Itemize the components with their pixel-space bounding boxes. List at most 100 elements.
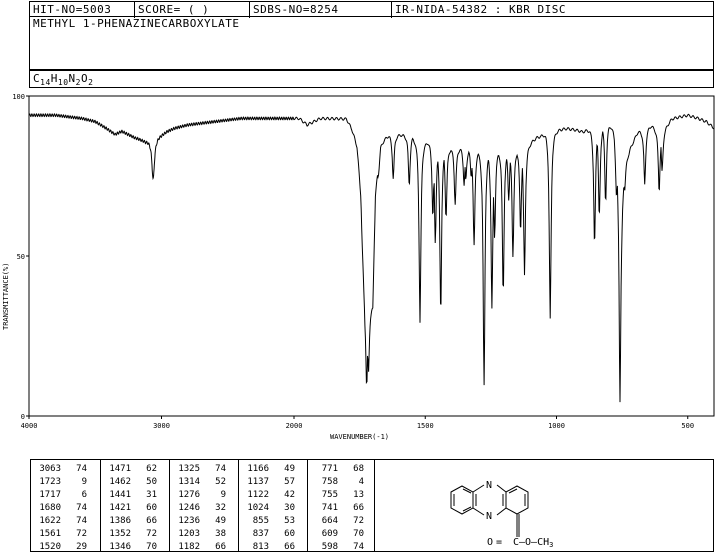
peak-transmittance: 66	[146, 516, 157, 526]
peak-row: 837 60	[239, 528, 307, 541]
peak-wavenumber: 1122	[247, 490, 269, 500]
peak-transmittance: 38	[215, 529, 226, 539]
peak-wavenumber: 1325	[178, 464, 200, 474]
compound-name: METHYL 1-PHENAZINECARBOXYLATE	[29, 16, 714, 70]
nitrogen-bottom-label: N	[486, 511, 492, 522]
peak-row: 1561 72	[31, 528, 100, 541]
peak-transmittance: 74	[76, 503, 87, 513]
peak-transmittance: 74	[353, 542, 364, 552]
peak-wavenumber: 1386	[109, 516, 131, 526]
peak-column: 3063 74 1723 9 1717 6 1680 74 1622 74 1561 72 1520 29	[31, 460, 100, 552]
peak-wavenumber: 1024	[247, 503, 269, 513]
peak-transmittance: 32	[215, 503, 226, 513]
peak-row: 855 53	[239, 515, 307, 528]
peak-transmittance: 66	[353, 503, 364, 513]
molecular-formula: C14H10N2O2	[29, 70, 714, 88]
peak-transmittance: 52	[215, 477, 226, 487]
peak-column: 1471 62 1462 50 1441 31 1421 60 1386 66 1352 72 1346…	[100, 460, 169, 552]
peak-row: 758 4	[308, 476, 374, 489]
peak-wavenumber: 3063	[39, 464, 61, 474]
peak-wavenumber: 609	[321, 529, 338, 539]
peak-transmittance: 53	[284, 516, 295, 526]
peak-transmittance: 9	[81, 477, 87, 487]
peak-row: 1166 49	[239, 463, 307, 476]
peak-wavenumber: 771	[321, 464, 338, 474]
peak-row: 664 72	[308, 515, 374, 528]
peak-wavenumber: 1137	[247, 477, 269, 487]
peak-transmittance: 72	[146, 529, 157, 539]
peak-row: 755 13	[308, 489, 374, 502]
peak-row: 1622 74	[31, 515, 100, 528]
peak-transmittance: 60	[146, 503, 157, 513]
nitrogen-top-label: N	[486, 480, 492, 491]
peak-row: 1236 49	[170, 515, 238, 528]
peak-row: 1723 9	[31, 476, 100, 489]
peak-wavenumber: 1561	[39, 529, 61, 539]
peak-wavenumber: 813	[252, 542, 269, 552]
peak-wavenumber: 664	[321, 516, 338, 526]
peak-row: 1246 32	[170, 502, 238, 515]
peak-row: 741 66	[308, 502, 374, 515]
peak-transmittance: 29	[76, 542, 87, 552]
peak-transmittance: 70	[353, 529, 364, 539]
peak-wavenumber: 1182	[178, 542, 200, 552]
x-tick-label: 2000	[286, 422, 303, 430]
peak-transmittance: 60	[284, 529, 295, 539]
header-id-row: HIT-NO=5003 SCORE= ( ) SDBS-NO=8254 IR-N…	[29, 1, 714, 18]
peak-wavenumber: 1680	[39, 503, 61, 513]
peak-row: 1462 50	[101, 476, 169, 489]
chemical-structure: N N O = C—O—CH3	[375, 459, 714, 552]
peak-row: 771 68	[308, 463, 374, 476]
peak-row: 1421 60	[101, 502, 169, 515]
peak-wavenumber: 1166	[247, 464, 269, 474]
peak-transmittance: 68	[353, 464, 364, 474]
peak-row: 1386 66	[101, 515, 169, 528]
peak-wavenumber: 1520	[39, 542, 61, 552]
x-tick-label: 500	[681, 422, 694, 430]
ir-identifier: IR-NIDA-54382 : KBR DISC	[395, 3, 566, 16]
peak-row: 1441 31	[101, 489, 169, 502]
peak-transmittance: 30	[284, 503, 295, 513]
peak-table: 3063 74 1723 9 1717 6 1680 74 1622 74 1561 72 1520 29…	[30, 459, 375, 552]
peak-column: 1325 74 1314 52 1276 9 1246 32 1236 49 1203 38 1182 6…	[169, 460, 238, 552]
x-tick-label: 3000	[153, 422, 170, 430]
peak-wavenumber: 1441	[109, 490, 131, 500]
peak-column: 1166 49 1137 57 1122 42 1024 30 855 53 837 60 813 66	[238, 460, 307, 554]
peak-row: 1717 6	[31, 489, 100, 502]
y-axis-ticks: 0 50 100	[12, 93, 29, 421]
peak-row: 598 74	[308, 541, 374, 554]
peak-transmittance: 9	[220, 490, 226, 500]
peak-row: 813 66	[239, 541, 307, 554]
right-benzene-ring	[505, 485, 529, 515]
peak-transmittance: 49	[215, 516, 226, 526]
peak-wavenumber: 855	[252, 516, 269, 526]
peak-row: 1325 74	[170, 463, 238, 476]
peak-wavenumber: 1471	[109, 464, 131, 474]
peak-wavenumber: 1352	[109, 529, 131, 539]
peak-wavenumber: 1203	[178, 529, 200, 539]
ester-group-label: C—O—CH3	[513, 537, 553, 549]
peak-transmittance: 72	[353, 516, 364, 526]
peak-row: 1471 62	[101, 463, 169, 476]
peak-transmittance: 50	[146, 477, 157, 487]
peak-row: 1276 9	[170, 489, 238, 502]
sdbs-number: SDBS-NO=8254	[250, 2, 392, 18]
peak-row: 3063 74	[31, 463, 100, 476]
peak-row: 1203 38	[170, 528, 238, 541]
peak-transmittance: 66	[284, 542, 295, 552]
peak-wavenumber: 1314	[178, 477, 200, 487]
peak-transmittance: 13	[353, 490, 364, 500]
middle-ring	[472, 484, 485, 493]
peak-row: 1680 74	[31, 502, 100, 515]
spectrum-header: HIT-NO=5003 SCORE= ( ) SDBS-NO=8254 IR-N…	[29, 1, 714, 88]
peak-wavenumber: 1346	[109, 542, 131, 552]
x-tick-label: 1000	[548, 422, 565, 430]
peak-column: 771 68 758 4 755 13 741 66 664 72 609 70 598 74	[307, 460, 374, 554]
peak-transmittance: 31	[146, 490, 157, 500]
peak-transmittance: 42	[284, 490, 295, 500]
peak-wavenumber: 1462	[109, 477, 131, 487]
peak-transmittance: 74	[215, 464, 226, 474]
y-tick-label: 50	[17, 253, 25, 261]
y-axis-label: TRANSMITTANCE(%)	[2, 263, 10, 330]
hit-number: HIT-NO=5003	[30, 2, 135, 18]
